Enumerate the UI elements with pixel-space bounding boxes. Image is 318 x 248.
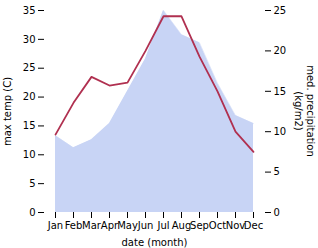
svg-text:Sep: Sep	[190, 220, 209, 231]
svg-text:May: May	[117, 220, 138, 231]
svg-text:20: 20	[274, 45, 287, 56]
svg-text:Nov: Nov	[226, 220, 246, 231]
svg-text:20: 20	[23, 91, 36, 102]
svg-text:15: 15	[23, 120, 36, 131]
svg-text:5: 5	[29, 178, 35, 189]
svg-text:max temp (C): max temp (C)	[2, 77, 13, 146]
svg-text:Aug: Aug	[172, 220, 192, 231]
svg-text:Oct: Oct	[209, 220, 226, 231]
svg-text:10: 10	[23, 149, 36, 160]
svg-text:35: 35	[23, 5, 36, 16]
svg-text:15: 15	[274, 86, 287, 97]
svg-text:30: 30	[23, 34, 36, 45]
html-text:med. precipitation (kg/m2): med. precipitation (kg/m2)	[293, 65, 316, 157]
svg-text:10: 10	[274, 126, 287, 137]
svg-text:Jan: Jan	[47, 220, 63, 231]
svg-text:5: 5	[274, 166, 280, 177]
svg-text:Jul: Jul	[156, 220, 169, 231]
svg-text:0: 0	[29, 207, 35, 218]
svg-text:25: 25	[274, 5, 287, 16]
svg-text:Feb: Feb	[65, 220, 83, 231]
svg-text:Dec: Dec	[244, 220, 263, 231]
svg-text:0: 0	[274, 207, 280, 218]
svg-text:Jun: Jun	[137, 220, 154, 231]
svg-text:Apr: Apr	[100, 219, 119, 231]
svg-text:Mar: Mar	[82, 220, 102, 231]
svg-text:date (month): date (month)	[122, 237, 188, 248]
svg-text:25: 25	[23, 62, 36, 73]
